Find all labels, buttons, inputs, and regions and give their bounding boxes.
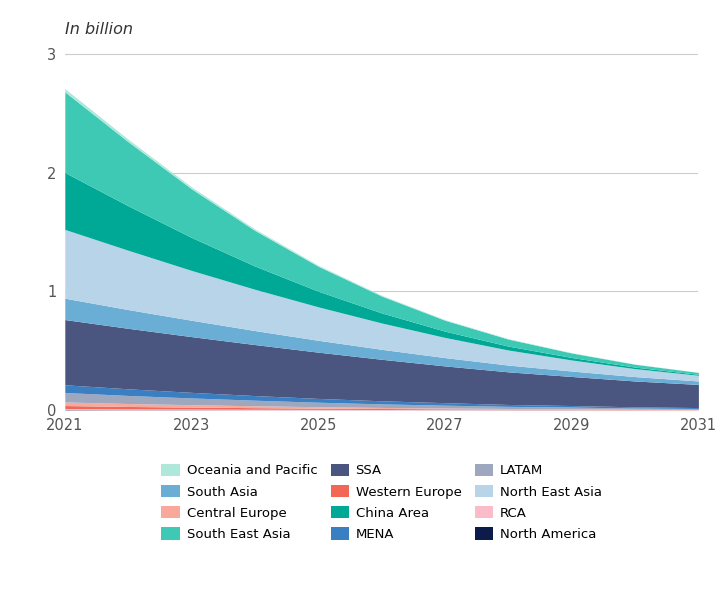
Text: In billion: In billion — [65, 22, 132, 37]
Legend: Oceania and Pacific, South Asia, Central Europe, South East Asia, SSA, Western E: Oceania and Pacific, South Asia, Central… — [161, 464, 602, 541]
